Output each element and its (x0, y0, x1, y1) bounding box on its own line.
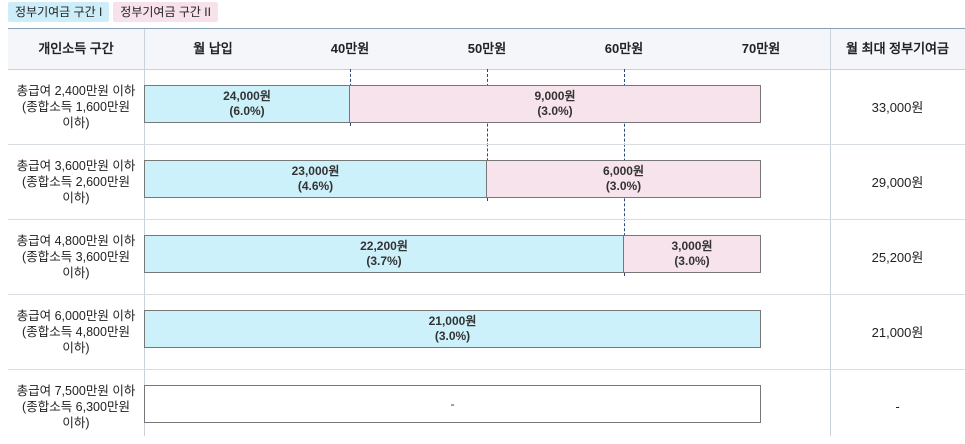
section-1-amount: 23,000원 (291, 164, 340, 178)
table-row: 총급여 4,800만원 이하 (종합소득 3,600만원 이하) 22,200원 (3… (8, 219, 965, 295)
income-range-cell: 총급여 2,400만원 이하 (종합소득 1,600만원 이하) (8, 69, 144, 144)
income-range-line: 총급여 2,400만원 이하 (16, 83, 136, 98)
empty-bar: - (144, 385, 761, 423)
income-range-line: 이하) (62, 415, 90, 430)
header-tick-40: 40만원 (330, 41, 370, 56)
table-row: 총급여 2,400만원 이하 (종합소득 1,600만원 이하) 24,000원 (6… (8, 69, 965, 145)
section-2-amount: 9,000원 (534, 89, 576, 103)
section-1-rate: (3.0%) (434, 329, 471, 343)
section-2-amount: 6,000원 (602, 164, 645, 178)
income-range-cell: 총급여 7,500만원 이하 (종합소득 6,300만원 이하) (8, 369, 144, 444)
header-tick-60: 60만원 (604, 41, 644, 56)
header-tick-70: 70만원 (741, 41, 781, 56)
contribution-table: 개인소득 구간 월 납입 40만원 50만원 60만원 70만원 월 최대 정부… (8, 28, 965, 436)
section-1-bar: 21,000원 (3.0%) (144, 310, 761, 348)
section-2-rate: (3.0%) (674, 254, 710, 268)
section-1-bar: 24,000원 (6.0%) (144, 85, 350, 123)
income-range-line: 총급여 3,600만원 이하 (16, 158, 136, 173)
max-contribution-cell: - (895, 399, 900, 414)
column-divider-right (830, 29, 831, 436)
section-2-rate: (3.0%) (537, 104, 573, 118)
table-header: 개인소득 구간 월 납입 40만원 50만원 60만원 70만원 월 최대 정부… (8, 29, 965, 70)
section-2-rate: (3.0%) (605, 179, 642, 193)
income-range-line: 총급여 7,500만원 이하 (16, 383, 136, 398)
header-monthly-payment: 월 납입 (193, 41, 233, 56)
section-1-amount: 21,000원 (428, 314, 477, 328)
max-contribution-cell: 21,000원 (871, 325, 924, 340)
max-contribution-cell: 33,000원 (871, 100, 924, 115)
income-range-line: (종합소득 3,600만원 (22, 249, 130, 264)
table-row: 총급여 7,500만원 이하 (종합소득 6,300만원 이하) - - (8, 369, 965, 436)
tick-marker-50 (487, 69, 488, 201)
income-range-cell: 총급여 3,600만원 이하 (종합소득 2,600만원 이하) (8, 144, 144, 219)
income-range-line: (종합소득 1,600만원 (22, 99, 130, 114)
table-row: 총급여 6,000만원 이하 (종합소득 4,800만원 이하) 21,000원 (3… (8, 294, 965, 370)
income-range-line: 이하) (62, 265, 90, 280)
section-1-rate: (6.0%) (229, 104, 265, 118)
income-range-line: (종합소득 6,300만원 (22, 399, 130, 414)
header-tick-50: 50만원 (467, 41, 507, 56)
section-1-rate: (4.6%) (297, 179, 334, 193)
max-contribution-cell: 29,000원 (871, 175, 924, 190)
income-range-line: 이하) (62, 115, 90, 130)
income-range-line: 총급여 4,800만원 이하 (16, 233, 136, 248)
max-contribution-cell: 25,200원 (871, 250, 924, 265)
income-range-line: 총급여 6,000만원 이하 (16, 308, 136, 323)
income-range-cell: 총급여 6,000만원 이하 (종합소득 4,800만원 이하) (8, 294, 144, 369)
table-row: 총급여 3,600만원 이하 (종합소득 2,600만원 이하) 23,000원 (4… (8, 144, 965, 220)
section-1-amount: 24,000원 (223, 89, 271, 103)
income-range-line: (종합소득 4,800만원 (22, 324, 130, 339)
column-divider-left (144, 29, 145, 436)
income-range-line: (종합소득 2,600만원 (22, 174, 130, 189)
header-max-contribution: 월 최대 정부기여금 (846, 41, 949, 56)
legend: 정부기여금 구간 I 정부기여금 구간 II (8, 2, 218, 22)
section-2-bar: 6,000원 (3.0%) (487, 160, 761, 198)
legend-section-2: 정부기여금 구간 II (113, 2, 218, 22)
section-1-amount: 22,200원 (360, 239, 408, 253)
income-range-cell: 총급여 4,800만원 이하 (종합소득 3,600만원 이하) (8, 219, 144, 294)
section-1-bar: 22,200원 (3.7%) (144, 235, 624, 273)
section-1-bar: 23,000원 (4.6%) (144, 160, 487, 198)
section-2-bar: 9,000원 (3.0%) (350, 85, 761, 123)
section-2-bar: 3,000원 (3.0%) (624, 235, 761, 273)
header-income-range: 개인소득 구간 (38, 41, 114, 56)
legend-section-1: 정부기여금 구간 I (8, 2, 110, 22)
section-1-rate: (3.7%) (366, 254, 402, 268)
section-2-amount: 3,000원 (671, 239, 713, 253)
income-range-line: 이하) (62, 340, 90, 355)
income-range-line: 이하) (62, 190, 90, 205)
